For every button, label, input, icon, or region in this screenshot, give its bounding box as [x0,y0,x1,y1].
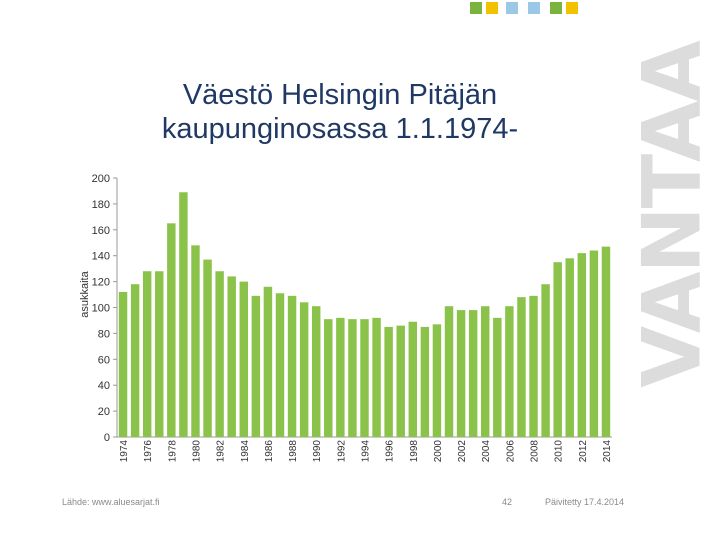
bar-1995 [372,317,381,437]
bar-2008 [529,295,538,437]
y-tick-label: 60 [98,354,110,366]
bar-1977 [155,271,164,437]
logo-square [550,2,562,14]
bar-1978 [167,223,176,437]
y-tick-label: 20 [98,406,110,418]
logo-square [470,2,482,14]
vantaa-logo-squares [470,2,578,14]
bar-2001 [444,306,454,437]
bar-1994 [360,319,369,437]
y-tick-label: 200 [92,173,110,185]
bar-2010 [553,262,562,437]
x-tick-label: 2000 [433,440,444,463]
bar-1990 [311,306,321,437]
x-tick-label: 1976 [143,440,154,463]
page-number: 42 [502,497,513,507]
page-title: Väestö Helsingin Pitäjän kaupunginosassa… [130,78,550,146]
x-tick-label: 1996 [385,440,396,463]
x-tick-label: 1984 [240,440,251,463]
y-tick-label: 120 [92,277,110,289]
y-tick-label: 160 [92,225,110,237]
bar-1996 [384,326,393,437]
x-tick-label: 1986 [264,440,275,463]
logo-square [528,2,540,14]
x-tick-label: 1974 [119,440,130,463]
bar-1993 [348,319,357,437]
bar-1992 [336,317,345,437]
y-tick-label: 100 [92,303,110,315]
y-axis-title: asukkaita [79,270,91,317]
y-tick-label: 180 [92,199,110,211]
bar-2005 [493,317,502,437]
x-tick-label: 2004 [481,440,492,463]
x-tick-label: 1978 [167,440,178,463]
bar-1981 [203,259,212,437]
title-line-2: kaupunginosassa 1.1.1974- [161,113,519,145]
x-tick-label: 2010 [554,440,565,463]
bar-1975 [130,284,140,437]
bar-1986 [263,286,273,437]
source-note: Lähde: www.aluesarjat.fi [62,497,160,507]
logo-square [566,2,578,14]
bar-2011 [565,258,574,437]
x-tick-label: 1988 [288,440,299,463]
x-tick-label: 2002 [457,440,468,463]
bar-1985 [251,295,261,437]
title-line-1: Väestö Helsingin Pitäjän [182,79,498,111]
bar-2002 [456,310,466,437]
bar-1979 [179,192,188,437]
bar-2006 [505,306,514,437]
bar-1980 [191,245,200,437]
updated-date: Päivitetty 17.4.2014 [545,497,625,507]
y-tick-label: 40 [98,380,110,392]
x-tick-label: 2006 [505,440,516,463]
bar-1989 [299,302,309,437]
logo-square [506,2,518,14]
logo-square [486,2,498,14]
x-tick-label: 2014 [602,440,613,463]
x-tick-label: 1980 [191,440,202,463]
x-tick-label: 1994 [361,440,372,463]
bar-1998 [408,321,418,437]
bar-1997 [396,325,405,437]
x-tick-label: 2008 [530,440,541,463]
bar-1974 [118,291,128,437]
bar-1984 [239,281,248,437]
bar-2009 [541,284,550,437]
x-tick-label: 2012 [578,440,589,463]
bar-1988 [287,295,297,437]
x-tick-label: 1990 [312,440,323,463]
bar-1983 [227,276,236,437]
bar-2007 [517,297,526,437]
bar-2004 [481,306,490,437]
bar-1999 [420,326,430,437]
bar-1991 [324,319,333,437]
bar-1982 [215,271,224,437]
y-tick-label: 140 [92,251,110,263]
bar-2003 [468,310,478,437]
y-tick-label: 80 [98,328,110,340]
bar-2000 [432,324,442,437]
x-tick-label: 1992 [336,440,347,463]
bar-2014 [601,246,611,437]
bar-1987 [275,293,285,437]
y-tick-label: 0 [104,432,110,444]
bar-1976 [142,271,152,437]
x-tick-label: 1998 [409,440,420,463]
x-tick-label: 1982 [216,440,227,463]
bar-2013 [589,250,599,437]
bar-2012 [577,253,587,437]
